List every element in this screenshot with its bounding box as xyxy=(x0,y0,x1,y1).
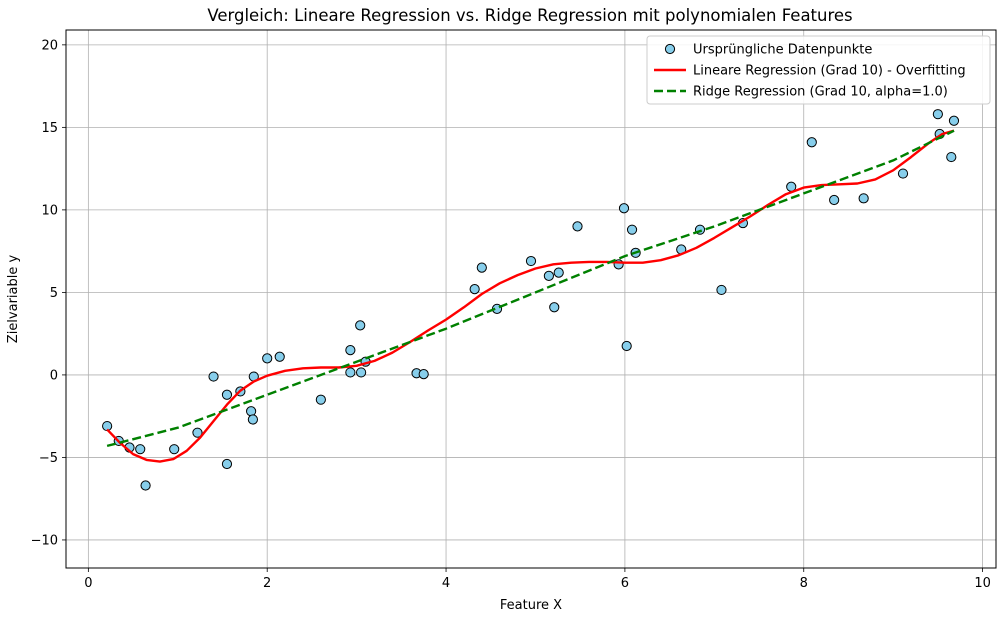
x-tick-label: 0 xyxy=(84,576,92,591)
data-point xyxy=(476,262,487,273)
y-tick-label: 20 xyxy=(41,38,58,53)
x-tick-label: 6 xyxy=(621,576,629,591)
data-point xyxy=(829,194,840,206)
data-point xyxy=(621,340,632,352)
data-point xyxy=(572,221,583,232)
data-point xyxy=(169,444,180,455)
y-tick-label: 10 xyxy=(41,203,58,218)
data-point xyxy=(543,270,554,281)
legend-box xyxy=(646,35,991,105)
data-point xyxy=(262,353,273,364)
data-point xyxy=(946,151,957,163)
data-point xyxy=(140,480,151,491)
data-point xyxy=(246,406,257,417)
data-point xyxy=(932,109,943,120)
data-point xyxy=(948,115,960,126)
data-point xyxy=(355,367,367,378)
y-tick-label: −10 xyxy=(31,533,58,548)
x-tick-label: 10 xyxy=(974,576,991,591)
chart-title: Vergleich: Lineare Regression vs. Ridge … xyxy=(207,6,852,25)
data-point xyxy=(315,394,326,405)
data-point xyxy=(897,168,909,179)
legend-marker xyxy=(664,43,676,55)
data-point xyxy=(549,302,560,313)
data-point xyxy=(221,458,233,470)
x-tick-label: 4 xyxy=(442,576,450,591)
legend-label: Ridge Regression (Grad 10, alpha=1.0) xyxy=(693,85,948,100)
linear-regression-line xyxy=(106,129,955,463)
grid xyxy=(66,30,996,568)
plot-frame xyxy=(65,29,997,569)
data-point xyxy=(247,414,258,425)
scatter-series xyxy=(102,109,960,491)
x-tick-label: 2 xyxy=(263,576,271,591)
legend-label: Lineare Regression (Grad 10) - Overfitti… xyxy=(693,64,966,79)
y-tick-label: −5 xyxy=(39,451,58,466)
data-point xyxy=(102,420,113,432)
data-point xyxy=(274,351,285,362)
data-point xyxy=(192,427,203,438)
data-point xyxy=(208,371,219,382)
data-point xyxy=(135,444,146,455)
y-tick-label: 5 xyxy=(50,286,58,301)
data-point xyxy=(806,137,817,148)
series-layer xyxy=(102,109,960,491)
ridge-regression-line xyxy=(106,129,955,448)
data-point xyxy=(345,345,356,356)
x-tick-label: 8 xyxy=(800,576,808,591)
legend: Ursprüngliche Datenpunkte Lineare Regress… xyxy=(646,35,991,105)
data-point xyxy=(355,320,366,331)
data-point xyxy=(345,367,356,378)
data-point xyxy=(469,283,480,295)
x-axis-ticks: 0 2 4 6 8 10 xyxy=(84,568,991,591)
data-point xyxy=(618,203,630,214)
data-point xyxy=(221,389,233,400)
y-tick-label: 0 xyxy=(50,368,58,383)
data-point xyxy=(418,368,429,380)
y-tick-label: 15 xyxy=(41,121,58,136)
data-point xyxy=(553,267,564,278)
data-point xyxy=(626,224,638,235)
data-point xyxy=(858,193,869,204)
y-axis-label: Zielvariable y xyxy=(6,254,21,343)
data-point xyxy=(716,284,727,296)
data-point xyxy=(525,255,537,267)
y-axis-ticks: −10 −5 0 5 10 15 20 xyxy=(31,38,66,548)
x-axis-label: Feature X xyxy=(500,598,562,613)
legend-label: Ursprüngliche Datenpunkte xyxy=(693,43,872,58)
